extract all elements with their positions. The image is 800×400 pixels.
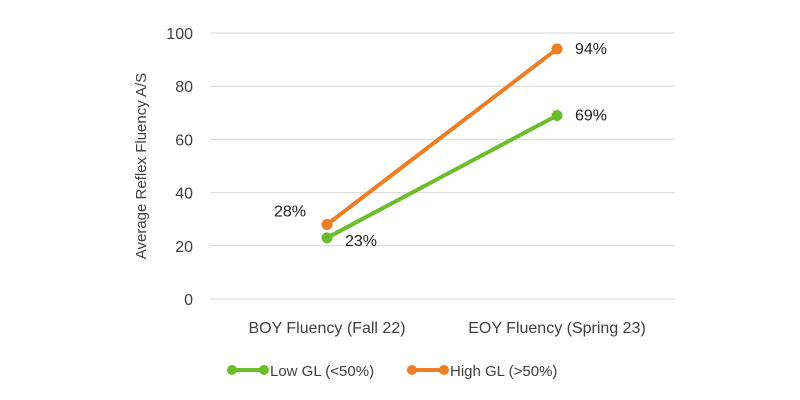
y-tick-label: 20 bbox=[175, 239, 193, 256]
y-axis-label: Average Reflex Fluency A/S bbox=[133, 73, 150, 260]
data-point bbox=[321, 232, 333, 244]
legend: Low GL (<50%) High GL (>50%) bbox=[227, 363, 557, 380]
y-tick-label: 100 bbox=[166, 26, 193, 43]
legend-label: High GL (>50%) bbox=[450, 363, 557, 380]
legend-marker bbox=[407, 365, 417, 375]
y-tick-label: 60 bbox=[175, 132, 193, 149]
legend-marker bbox=[439, 365, 449, 375]
series-1 bbox=[321, 43, 563, 231]
y-tick-label: 80 bbox=[175, 79, 193, 96]
data-point bbox=[321, 219, 333, 231]
data-label: 94% bbox=[575, 41, 607, 58]
legend-item: Low GL (<50%) bbox=[227, 363, 374, 380]
legend-label: Low GL (<50%) bbox=[270, 363, 374, 380]
x-axis-categories: BOY Fluency (Fall 22) EOY Fluency (Spring… bbox=[248, 320, 645, 337]
data-point bbox=[551, 109, 563, 121]
series-line bbox=[325, 46, 559, 227]
data-point bbox=[551, 43, 563, 55]
data-label: 69% bbox=[575, 107, 607, 124]
data-labels: 23% 69% 28% 94% bbox=[274, 41, 607, 250]
x-category-label: BOY Fluency (Fall 22) bbox=[248, 320, 405, 337]
series-line bbox=[325, 113, 559, 240]
series-0 bbox=[321, 109, 563, 244]
legend-marker bbox=[227, 365, 237, 375]
y-tick-label: 40 bbox=[175, 186, 193, 203]
legend-marker bbox=[259, 365, 269, 375]
gridlines bbox=[210, 32, 675, 300]
data-label: 28% bbox=[274, 204, 306, 221]
y-tick-label: 0 bbox=[184, 292, 193, 309]
x-category-label: EOY Fluency (Spring 23) bbox=[468, 320, 646, 337]
legend-item: High GL (>50%) bbox=[407, 363, 557, 380]
y-axis-ticks: 0 20 40 60 80 100 bbox=[166, 26, 193, 309]
series bbox=[321, 43, 563, 244]
data-label: 23% bbox=[345, 233, 377, 250]
